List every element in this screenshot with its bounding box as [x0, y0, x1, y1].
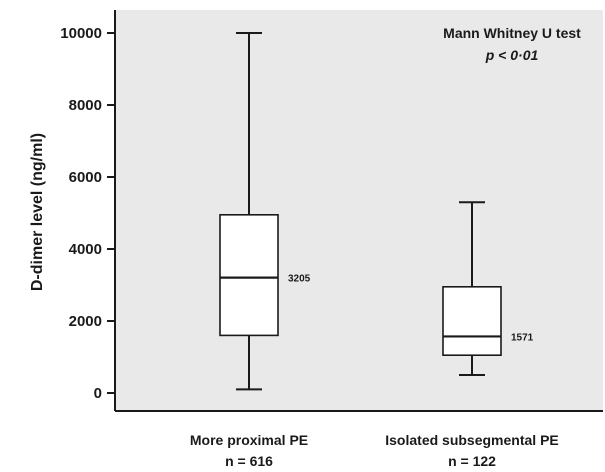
- y-tick-label: 8000: [69, 97, 102, 114]
- plot-area: [115, 10, 603, 411]
- box-plot-2: 1571: [442, 201, 534, 376]
- category-label: More proximal PE: [190, 432, 308, 448]
- median-value-label: 3205: [288, 274, 311, 285]
- category-label: Isolated subsegmental PE: [385, 432, 559, 448]
- axes: [114, 10, 603, 412]
- y-ticks: 0 2000 4000 6000 8000 10000: [60, 25, 115, 402]
- category-n-label: n = 616: [225, 453, 273, 469]
- box-plots: 3205 1571: [219, 32, 534, 391]
- category-labels: More proximal PE n = 616 Isolated subsegme…: [190, 432, 559, 469]
- y-tick-label: 2000: [69, 313, 102, 330]
- annotation-p-value: p < 0·01: [485, 47, 539, 63]
- category-n-label: n = 122: [448, 453, 496, 469]
- iqr-box: [219, 214, 279, 337]
- iqr-box: [442, 285, 502, 356]
- y-tick-label: 10000: [60, 25, 102, 42]
- y-axis-label: D-dimer level (ng/ml): [29, 133, 46, 291]
- y-tick-label: 6000: [69, 169, 102, 186]
- y-tick-label: 0: [94, 385, 102, 402]
- median-value-label: 1571: [511, 332, 534, 343]
- box-plot-1: 3205: [219, 32, 311, 391]
- annotation-test-name: Mann Whitney U test: [443, 25, 581, 41]
- y-tick-label: 4000: [69, 241, 102, 258]
